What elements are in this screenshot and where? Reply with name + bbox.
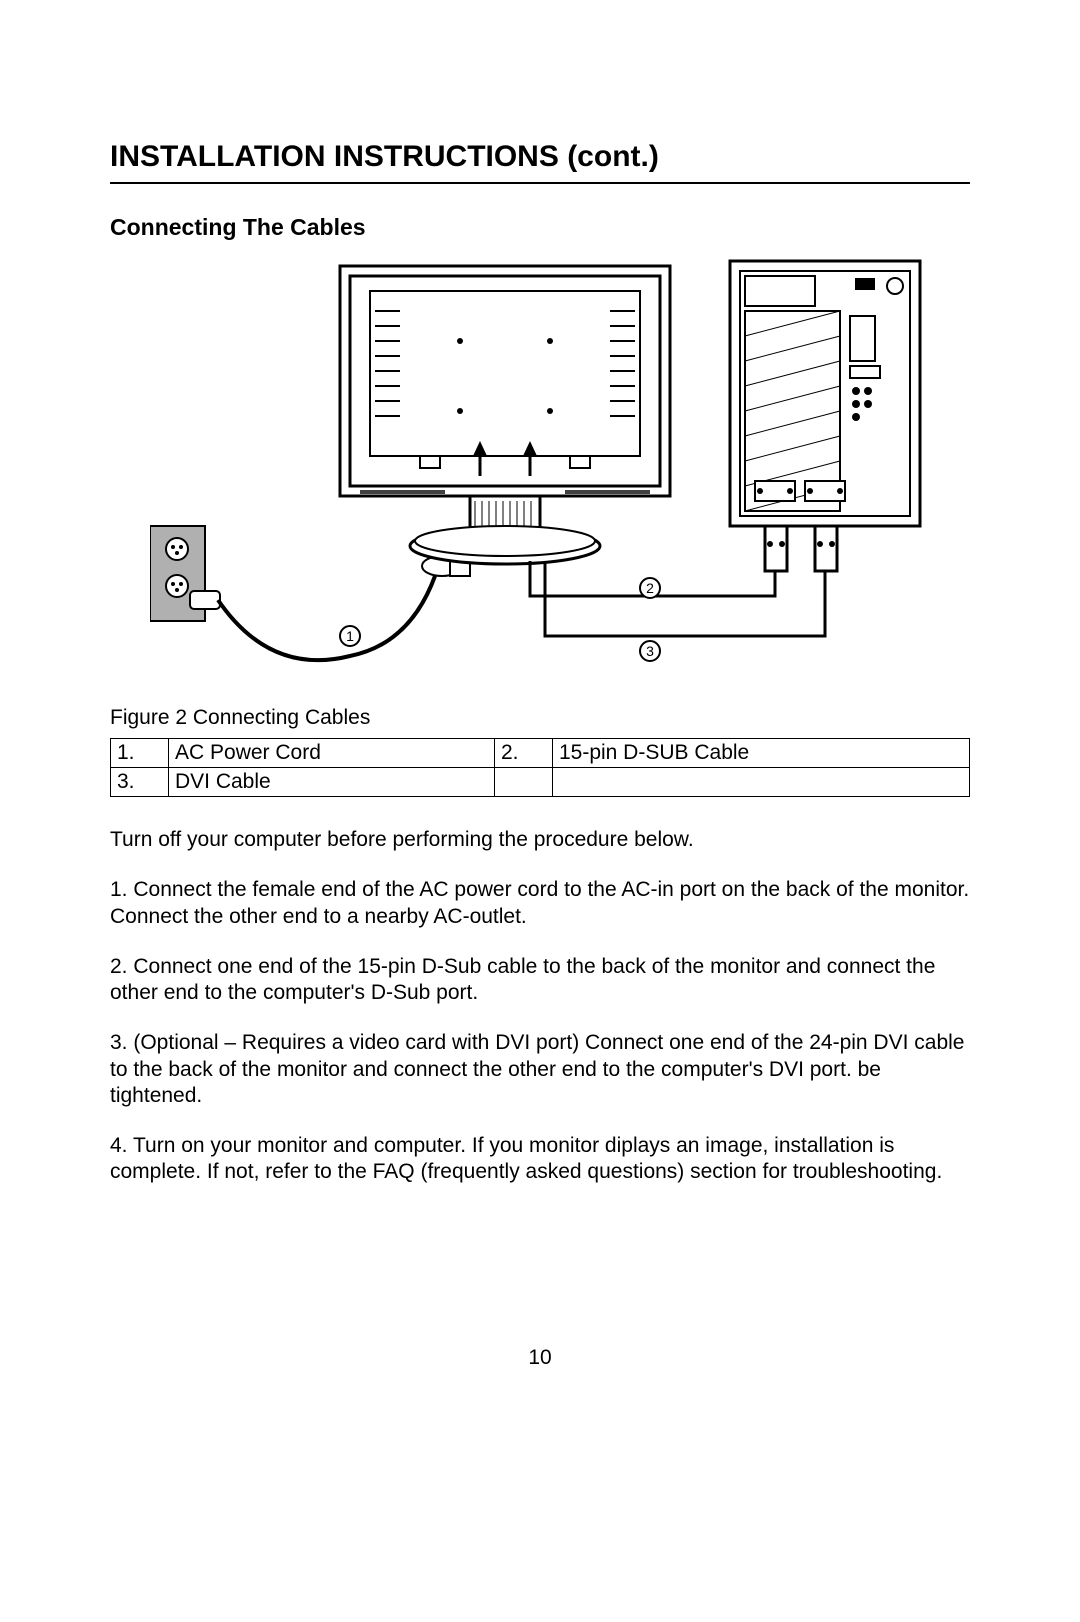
step-4: 4. Turn on your monitor and computer. If…: [110, 1133, 970, 1186]
cell-num: 1.: [111, 739, 169, 768]
cell-num: 3.: [111, 768, 169, 797]
cell-label: DVI Cable: [169, 768, 495, 797]
intro-text: Turn off your computer before performing…: [110, 827, 970, 853]
title-underline: [110, 182, 970, 184]
figure-caption: Figure 2 Connecting Cables: [110, 706, 970, 730]
cell-num: [494, 768, 552, 797]
step-2: 2. Connect one end of the 15-pin D-Sub c…: [110, 954, 970, 1007]
svg-text:1: 1: [346, 628, 354, 644]
figure-diagram: 1: [110, 256, 970, 696]
document-page: INSTALLATION INSTRUCTIONS (cont.) Connec…: [0, 0, 1080, 1370]
svg-text:3: 3: [646, 643, 654, 659]
table-row: 1. AC Power Cord 2. 15-pin D-SUB Cable: [111, 739, 970, 768]
cable-table: 1. AC Power Cord 2. 15-pin D-SUB Cable 3…: [110, 738, 970, 797]
page-number: 10: [110, 1346, 970, 1370]
sub-heading: Connecting The Cables: [110, 214, 970, 241]
step-1: 1. Connect the female end of the AC powe…: [110, 877, 970, 930]
table-row: 3. DVI Cable: [111, 768, 970, 797]
cell-label: [552, 768, 969, 797]
cell-label: AC Power Cord: [169, 739, 495, 768]
step-3: 3. (Optional – Requires a video card wit…: [110, 1030, 970, 1109]
cell-label: 15-pin D-SUB Cable: [552, 739, 969, 768]
cell-num: 2.: [494, 739, 552, 768]
section-title: INSTALLATION INSTRUCTIONS (cont.): [110, 140, 970, 174]
svg-text:2: 2: [646, 580, 654, 596]
